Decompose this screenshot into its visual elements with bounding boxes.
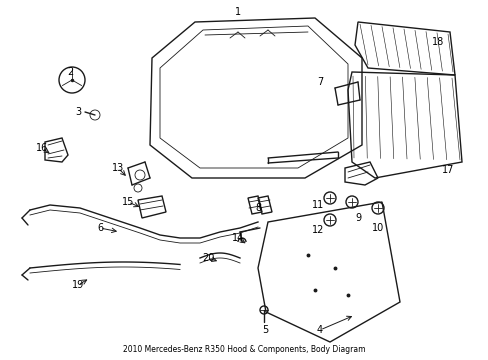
Text: 7: 7 <box>316 77 323 87</box>
Text: 9: 9 <box>354 213 360 223</box>
Text: 11: 11 <box>311 200 324 210</box>
Text: 12: 12 <box>311 225 324 235</box>
Text: 8: 8 <box>254 203 261 213</box>
Text: 14: 14 <box>231 233 244 243</box>
Text: 2010 Mercedes-Benz R350 Hood & Components, Body Diagram: 2010 Mercedes-Benz R350 Hood & Component… <box>122 345 365 354</box>
Text: 1: 1 <box>234 7 241 17</box>
Text: 13: 13 <box>112 163 124 173</box>
Text: 2: 2 <box>67 67 73 77</box>
Text: 18: 18 <box>431 37 443 47</box>
Text: 17: 17 <box>441 165 453 175</box>
Text: 19: 19 <box>72 280 84 290</box>
Text: 4: 4 <box>316 325 323 335</box>
Text: 6: 6 <box>97 223 103 233</box>
Text: 15: 15 <box>122 197 134 207</box>
Text: 5: 5 <box>262 325 267 335</box>
Text: 10: 10 <box>371 223 384 233</box>
Text: 3: 3 <box>75 107 81 117</box>
Text: 16: 16 <box>36 143 48 153</box>
Text: 20: 20 <box>202 253 214 263</box>
